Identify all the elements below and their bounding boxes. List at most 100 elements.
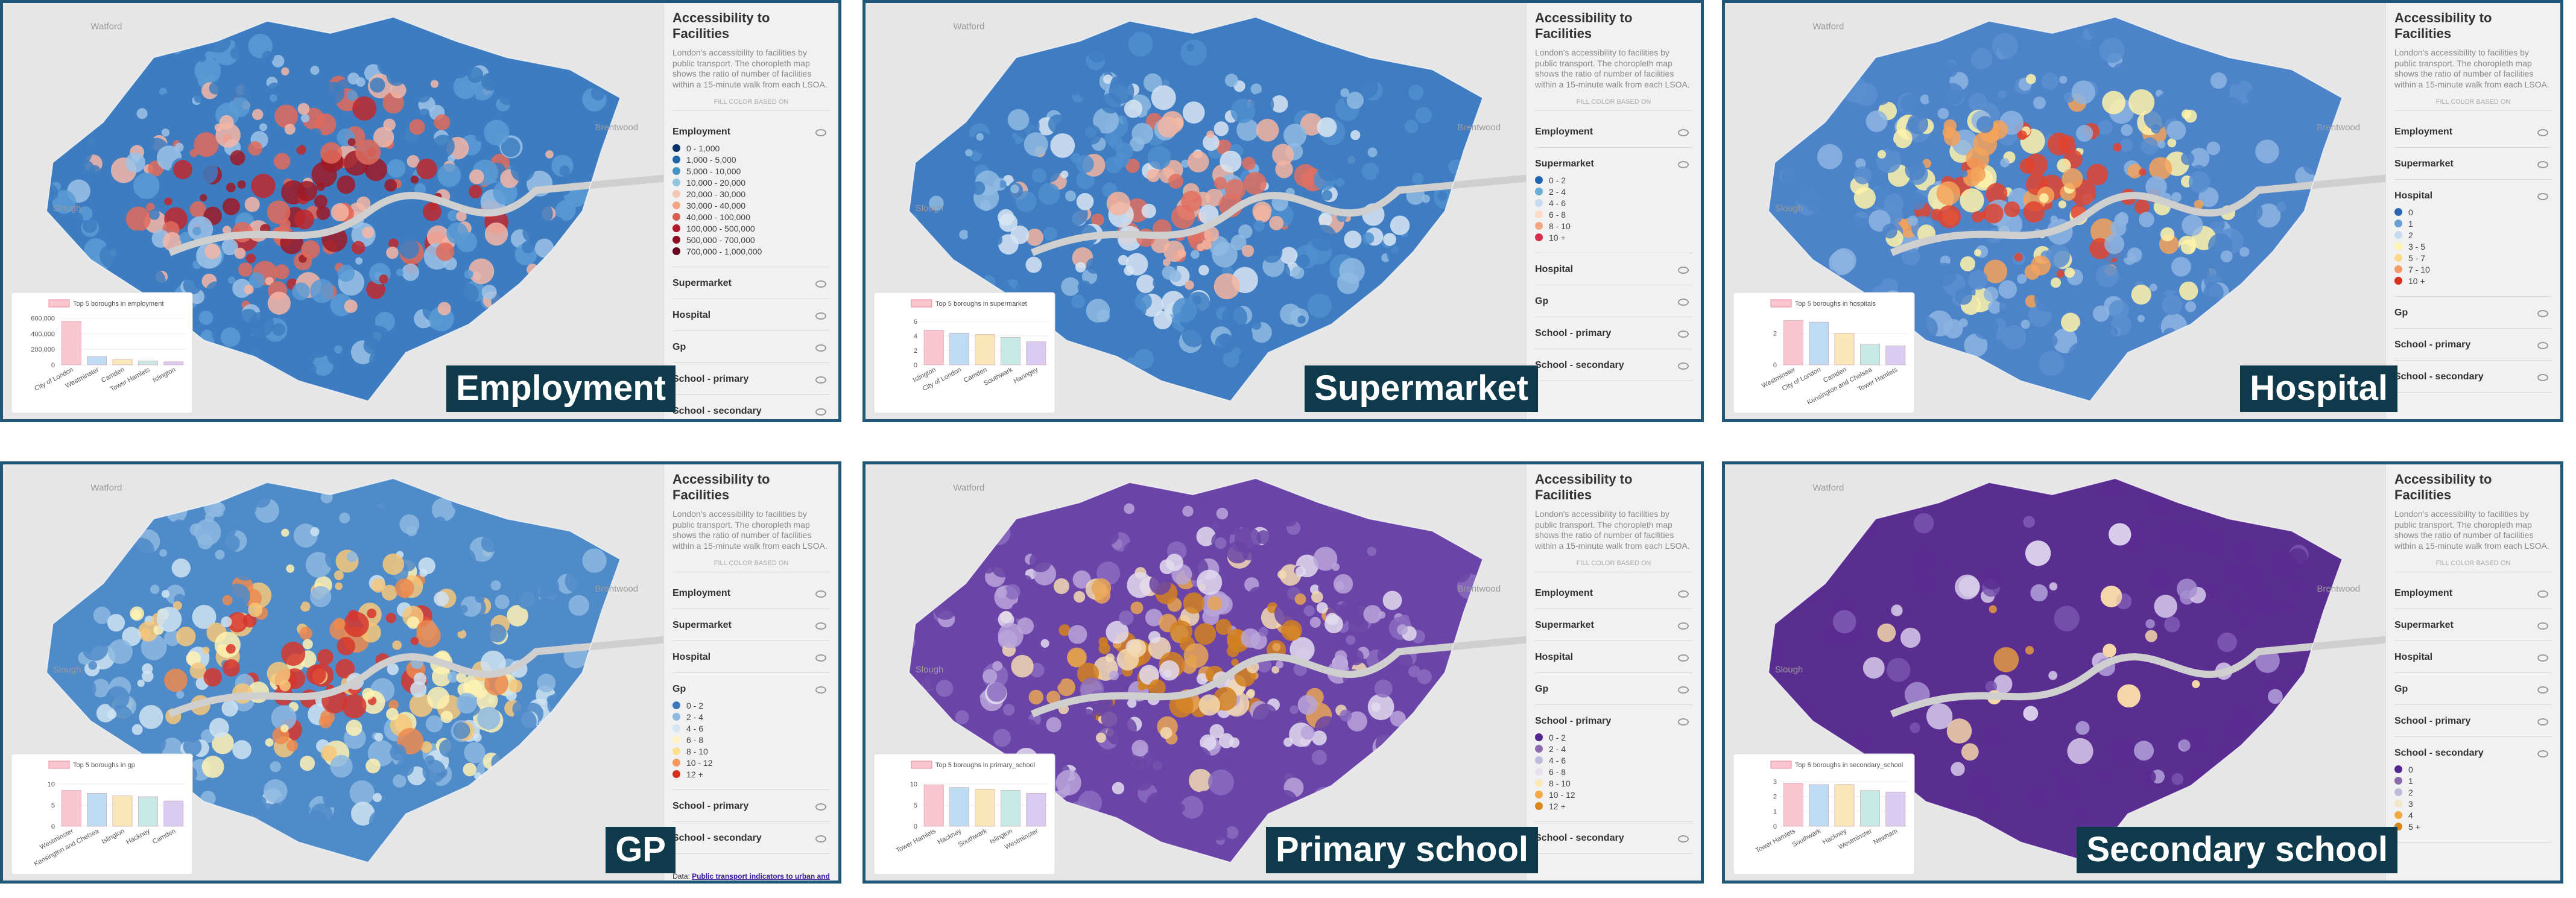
lsoa-area [503,104,524,125]
lsoa-area [2259,83,2271,95]
layer-row[interactable]: Hospital [672,641,830,673]
visibility-toggle[interactable] [1678,654,1689,662]
visibility-toggle[interactable] [815,803,826,811]
visibility-toggle[interactable] [2537,193,2548,200]
visibility-toggle[interactable] [815,590,826,598]
visibility-toggle[interactable] [815,376,826,384]
lsoa-area [1913,513,1934,534]
layer-row[interactable]: School - secondary [1535,822,1692,854]
source-link[interactable]: Public transport indicators to urban and… [692,872,830,881]
layer-row[interactable]: Hospital [1535,641,1692,673]
layer-row[interactable]: School - primary [2394,329,2552,361]
visibility-toggle[interactable] [1678,686,1689,694]
visibility-toggle[interactable] [815,344,826,352]
visibility-toggle[interactable] [815,312,826,320]
visibility-toggle[interactable] [815,129,826,136]
lsoa-area [1160,727,1172,739]
visibility-toggle[interactable] [1678,299,1689,306]
lsoa-area [464,742,486,764]
layer-row[interactable]: School - primary [1535,317,1692,349]
lsoa-area [1017,718,1039,741]
layer-row[interactable]: Employment [672,577,830,609]
lsoa-area [2113,142,2122,152]
layer-row[interactable]: School - primary [672,790,830,822]
layer-name: School - secondary [672,406,762,416]
legend-item: 2 - 4 [672,711,830,723]
lsoa-area [1191,250,1200,259]
lsoa-area [334,570,344,580]
lsoa-area [1283,738,1293,747]
lsoa-area [286,739,299,751]
lsoa-area [268,132,286,150]
lsoa-area [1010,184,1019,194]
lsoa-area [88,660,98,670]
layer-row[interactable]: Employment [1535,116,1692,148]
visibility-toggle[interactable] [2537,129,2548,136]
layer-row[interactable]: Supermarket [672,609,830,641]
visibility-toggle[interactable] [2537,374,2548,381]
lsoa-area [343,612,369,637]
visibility-toggle[interactable] [2537,161,2548,168]
lsoa-area [1241,805,1250,815]
legend-swatch [1535,768,1543,776]
visibility-toggle[interactable] [1678,161,1689,168]
layer-row[interactable]: School - secondary [672,395,830,419]
layer-row[interactable]: Supermarket [1535,609,1692,641]
visibility-toggle[interactable] [815,280,826,288]
layer-row[interactable]: Employment 0 - 1,000 1,000 - 5,000 5,000 - … [672,116,830,267]
visibility-toggle[interactable] [1678,330,1689,338]
visibility-toggle[interactable] [1678,622,1689,630]
layer-row[interactable]: School - primary [672,363,830,395]
visibility-toggle[interactable] [815,835,826,843]
visibility-toggle[interactable] [815,686,826,694]
visibility-toggle[interactable] [1678,590,1689,598]
visibility-toggle[interactable] [815,408,826,416]
layer-row[interactable]: School - secondary [672,822,830,854]
lsoa-area [1998,280,2017,299]
visibility-toggle[interactable] [1678,129,1689,136]
lsoa-area [1130,601,1144,615]
lsoa-area [2057,158,2071,173]
lsoa-area [205,72,215,83]
layer-row[interactable]: Hospital [1535,253,1692,285]
layer-row[interactable]: Supermarket [2394,148,2552,180]
layer-row[interactable]: Supermarket [672,267,830,299]
layer-name: Gp [1535,296,1549,306]
visibility-toggle[interactable] [2537,342,2548,349]
legend-item: 8 - 10 [1535,777,1692,789]
lsoa-area [262,51,274,63]
lsoa-area [200,194,207,202]
lsoa-area [292,282,310,300]
visibility-toggle[interactable] [815,622,826,630]
layer-row[interactable]: School - secondary [1535,349,1692,381]
layer-row[interactable]: Gp [672,331,830,363]
lsoa-area [1390,710,1406,727]
lsoa-area [1838,112,1850,124]
visibility-toggle[interactable] [2537,310,2548,317]
place-label: Watford [90,22,122,32]
layer-row[interactable]: Gp [1535,673,1692,705]
visibility-toggle[interactable] [1678,835,1689,843]
lsoa-area [2036,52,2051,68]
lsoa-area [260,760,271,772]
lsoa-area [242,613,257,628]
visibility-toggle[interactable] [1678,267,1689,274]
visibility-toggle[interactable] [1678,718,1689,726]
layer-row[interactable]: School - secondary [2394,361,2552,393]
layer-row[interactable]: Hospital [672,299,830,331]
layer-row[interactable]: Employment [2394,116,2552,148]
sidebar-description: London's accessibility to facilities by … [1535,48,1690,89]
visibility-toggle[interactable] [815,654,826,662]
lsoa-area [297,180,318,201]
lsoa-area [246,253,256,264]
visibility-toggle[interactable] [1678,362,1689,370]
layer-row[interactable]: Gp [1535,285,1692,317]
lsoa-area [286,131,303,148]
lsoa-area [1307,293,1332,318]
layer-row[interactable]: Gp [2394,297,2552,329]
layer-row[interactable]: Employment [1535,577,1692,609]
